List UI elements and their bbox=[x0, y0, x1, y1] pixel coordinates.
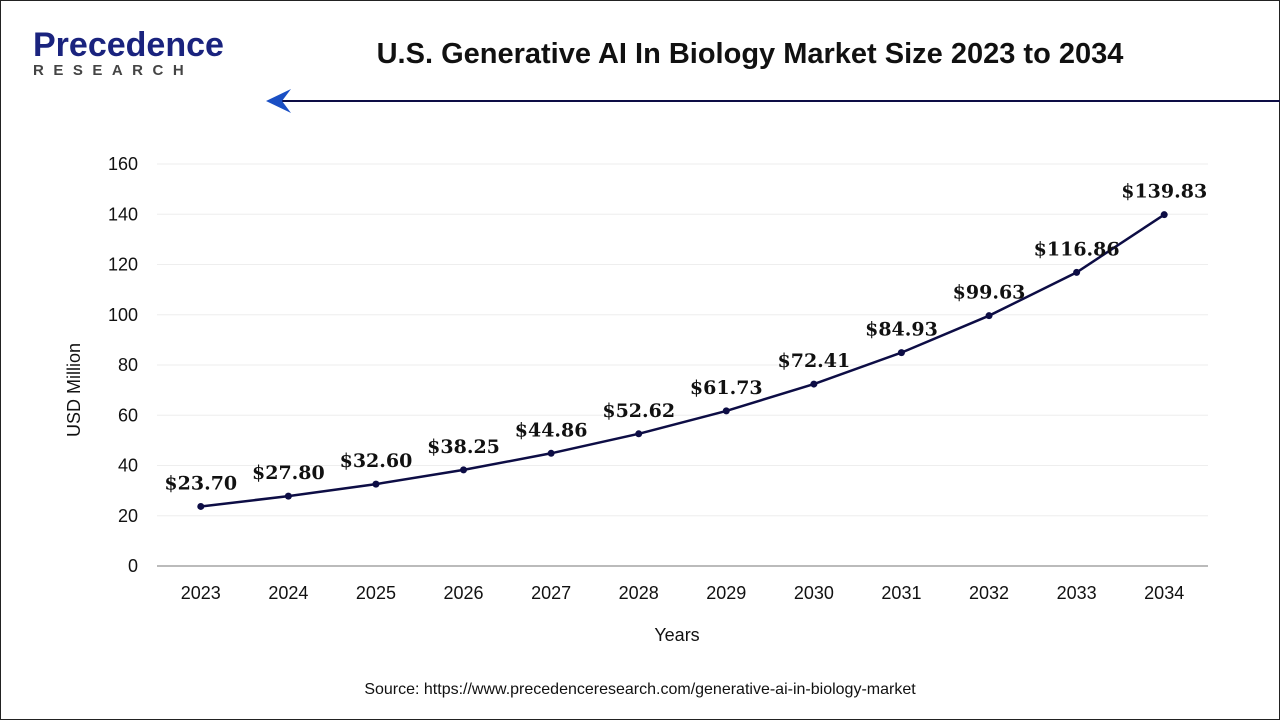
data-point bbox=[284, 492, 292, 500]
y-tick-label: 160 bbox=[108, 154, 138, 174]
x-tick-label: 2034 bbox=[1144, 583, 1184, 603]
data-point bbox=[897, 349, 905, 357]
data-point bbox=[197, 502, 205, 510]
chart-title: U.S. Generative AI In Biology Market Siz… bbox=[376, 38, 1124, 70]
x-tick-label: 2025 bbox=[356, 583, 396, 603]
data-point bbox=[1073, 268, 1081, 276]
data-label: $27.80 bbox=[252, 462, 325, 484]
x-tick-label: 2031 bbox=[881, 583, 921, 603]
x-tick-label: 2027 bbox=[531, 583, 571, 603]
logo-text: Precedence bbox=[33, 26, 224, 64]
x-tick-label: 2024 bbox=[268, 583, 308, 603]
logo: Precedence RESEARCH bbox=[33, 28, 224, 79]
data-label: $99.63 bbox=[953, 282, 1026, 304]
data-label: $38.25 bbox=[427, 436, 500, 458]
data-point bbox=[635, 430, 643, 438]
data-point bbox=[722, 407, 730, 415]
x-tick-label: 2023 bbox=[181, 583, 221, 603]
data-label: $23.70 bbox=[164, 472, 237, 494]
data-label: $139.83 bbox=[1121, 181, 1207, 203]
data-point bbox=[547, 449, 555, 457]
data-label: $52.62 bbox=[602, 400, 675, 422]
x-axis-label: Years bbox=[654, 625, 699, 645]
x-tick-label: 2030 bbox=[794, 583, 834, 603]
data-label: $44.86 bbox=[515, 419, 588, 441]
data-point bbox=[1160, 211, 1168, 219]
data-point bbox=[460, 466, 468, 474]
y-tick-label: 0 bbox=[128, 556, 138, 576]
series-line bbox=[200, 213, 1165, 508]
source-text: Source: https://www.precedenceresearch.c… bbox=[364, 681, 916, 698]
data-label: $32.60 bbox=[340, 450, 413, 472]
data-point bbox=[985, 312, 993, 320]
x-tick-label: 2032 bbox=[969, 583, 1009, 603]
y-axis-label: USD Million bbox=[64, 343, 84, 437]
y-tick-label: 100 bbox=[108, 305, 138, 325]
data-label: $72.41 bbox=[778, 350, 851, 372]
x-tick-label: 2029 bbox=[706, 583, 746, 603]
data-point bbox=[372, 480, 380, 488]
data-label: $61.73 bbox=[690, 377, 763, 399]
logo-subtext: RESEARCH bbox=[33, 62, 194, 79]
y-tick-label: 140 bbox=[108, 204, 138, 224]
data-label: $84.93 bbox=[865, 319, 938, 341]
y-tick-label: 40 bbox=[118, 456, 138, 476]
y-tick-label: 80 bbox=[118, 355, 138, 375]
x-tick-label: 2028 bbox=[619, 583, 659, 603]
y-tick-label: 60 bbox=[118, 405, 138, 425]
data-label: $116.86 bbox=[1034, 238, 1120, 260]
data-point bbox=[810, 380, 818, 388]
x-tick-label: 2033 bbox=[1057, 583, 1097, 603]
y-tick-label: 20 bbox=[118, 506, 138, 526]
arrow-icon bbox=[266, 89, 1280, 113]
x-tick-label: 2026 bbox=[444, 583, 484, 603]
y-tick-label: 120 bbox=[108, 255, 138, 275]
